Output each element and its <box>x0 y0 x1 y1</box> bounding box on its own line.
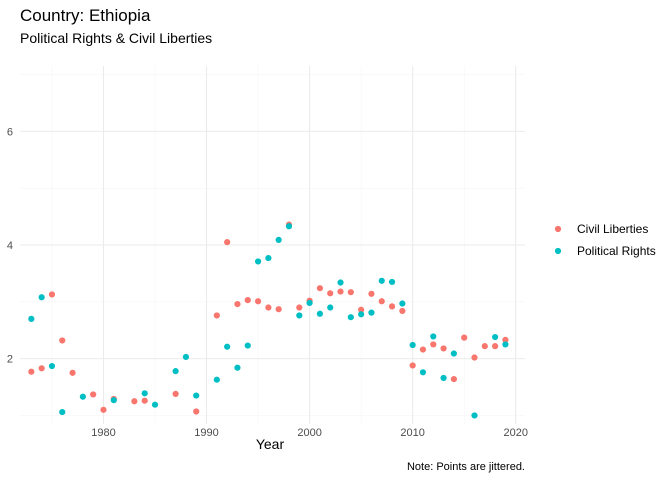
political-rights-point <box>388 278 396 286</box>
political-rights-point <box>182 353 190 361</box>
civil-liberties-point <box>399 307 406 315</box>
political-rights-point <box>492 333 499 341</box>
legend-key-civil-liberties <box>554 225 562 233</box>
political-rights-point <box>368 309 375 316</box>
y-tick-label: 2 <box>7 354 13 366</box>
political-rights-point <box>358 311 365 318</box>
civil-liberties-point <box>213 312 220 319</box>
civil-liberties-point <box>141 397 148 404</box>
political-rights-point <box>409 341 416 349</box>
x-tick-label: 2000 <box>297 427 321 439</box>
y-tick-label: 6 <box>7 126 13 138</box>
civil-liberties-point <box>419 346 427 353</box>
civil-liberties-point <box>296 304 303 311</box>
political-rights-point <box>151 401 159 408</box>
civil-liberties-point <box>409 362 416 369</box>
x-tick-labels: 1980 1990 2000 2010 2020 <box>91 427 528 439</box>
civil-liberties-point <box>461 334 468 341</box>
civil-liberties-point <box>59 337 66 344</box>
legend-label-political-rights: Political Rights <box>577 244 656 258</box>
political-rights-point <box>440 374 447 382</box>
political-rights-point <box>378 277 385 284</box>
civil-liberties-point <box>275 306 282 313</box>
political-rights-point <box>48 362 56 370</box>
civil-liberties-point <box>244 297 251 304</box>
political-rights-point <box>275 236 282 243</box>
political-rights-point <box>234 364 241 371</box>
civil-liberties-point <box>481 343 488 350</box>
legend-key-political-rights <box>554 247 562 255</box>
civil-liberties-point <box>316 285 324 292</box>
political-rights-point <box>224 343 231 350</box>
civil-liberties-point <box>368 290 375 297</box>
civil-liberties-point <box>69 369 76 376</box>
political-rights-point <box>399 300 406 307</box>
political-rights-point <box>419 369 427 376</box>
civil-liberties-point <box>358 306 365 313</box>
political-rights-point <box>213 376 220 383</box>
civil-liberties-point <box>172 390 179 397</box>
civil-liberties-point <box>502 336 509 343</box>
civil-liberties-point <box>38 365 45 372</box>
civil-liberties-point <box>471 354 478 361</box>
political-rights-point <box>502 341 509 348</box>
political-rights-point <box>316 310 324 317</box>
political-rights-point <box>193 392 200 399</box>
chart-subtitle: Political Rights & Civil Liberties <box>20 30 212 46</box>
political-rights-point <box>327 304 334 311</box>
political-rights-point <box>254 258 262 265</box>
x-axis-title: Year <box>256 436 285 452</box>
political-rights-point <box>306 299 313 307</box>
political-rights-point <box>28 315 35 322</box>
political-rights-point <box>296 312 303 319</box>
civil-liberties-point <box>450 376 457 383</box>
civil-liberties-point <box>234 300 241 308</box>
civil-liberties-point <box>28 368 35 375</box>
legend: Civil Liberties Political Rights <box>554 222 656 258</box>
civil-liberties-point <box>440 345 447 352</box>
civil-liberties-point <box>100 406 107 413</box>
y-tick-labels: 2 4 6 <box>7 126 13 365</box>
y-tick-label: 4 <box>7 240 13 252</box>
political-rights-point <box>110 397 117 404</box>
political-rights-point <box>347 314 354 321</box>
political-rights-point <box>265 254 272 262</box>
civil-liberties-point <box>224 239 231 246</box>
political-rights-point <box>244 342 251 349</box>
political-rights-point <box>285 223 293 230</box>
political-rights-point <box>79 393 86 400</box>
legend-label-civil-liberties: Civil Liberties <box>577 222 648 236</box>
civil-liberties-point <box>492 343 499 350</box>
civil-liberties-point <box>193 408 200 415</box>
x-tick-label: 2020 <box>503 427 527 439</box>
civil-liberties-point <box>254 298 262 305</box>
political-rights-point <box>38 294 45 301</box>
civil-liberties-point <box>347 289 354 296</box>
data-points <box>28 221 509 419</box>
political-rights-point <box>471 412 478 419</box>
political-rights-point <box>59 408 66 416</box>
civil-liberties-point <box>90 391 97 398</box>
political-rights-point <box>337 279 344 286</box>
political-rights-point <box>172 368 179 375</box>
grid <box>20 66 525 424</box>
civil-liberties-point <box>48 291 56 298</box>
civil-liberties-point <box>131 398 138 405</box>
x-tick-label: 2010 <box>400 427 424 439</box>
x-tick-label: 1990 <box>194 427 218 439</box>
political-rights-point <box>430 333 437 340</box>
political-rights-point <box>450 350 457 357</box>
civil-liberties-point <box>430 341 437 348</box>
civil-liberties-point <box>388 303 396 310</box>
chart-caption: Note: Points are jittered. <box>407 461 525 473</box>
chart-title: Country: Ethiopia <box>20 6 151 25</box>
civil-liberties-point <box>327 290 334 297</box>
x-tick-label: 1980 <box>91 427 115 439</box>
civil-liberties-point <box>265 304 272 311</box>
civil-liberties-point <box>337 288 344 295</box>
political-rights-point <box>141 390 148 397</box>
civil-liberties-point <box>378 298 385 305</box>
